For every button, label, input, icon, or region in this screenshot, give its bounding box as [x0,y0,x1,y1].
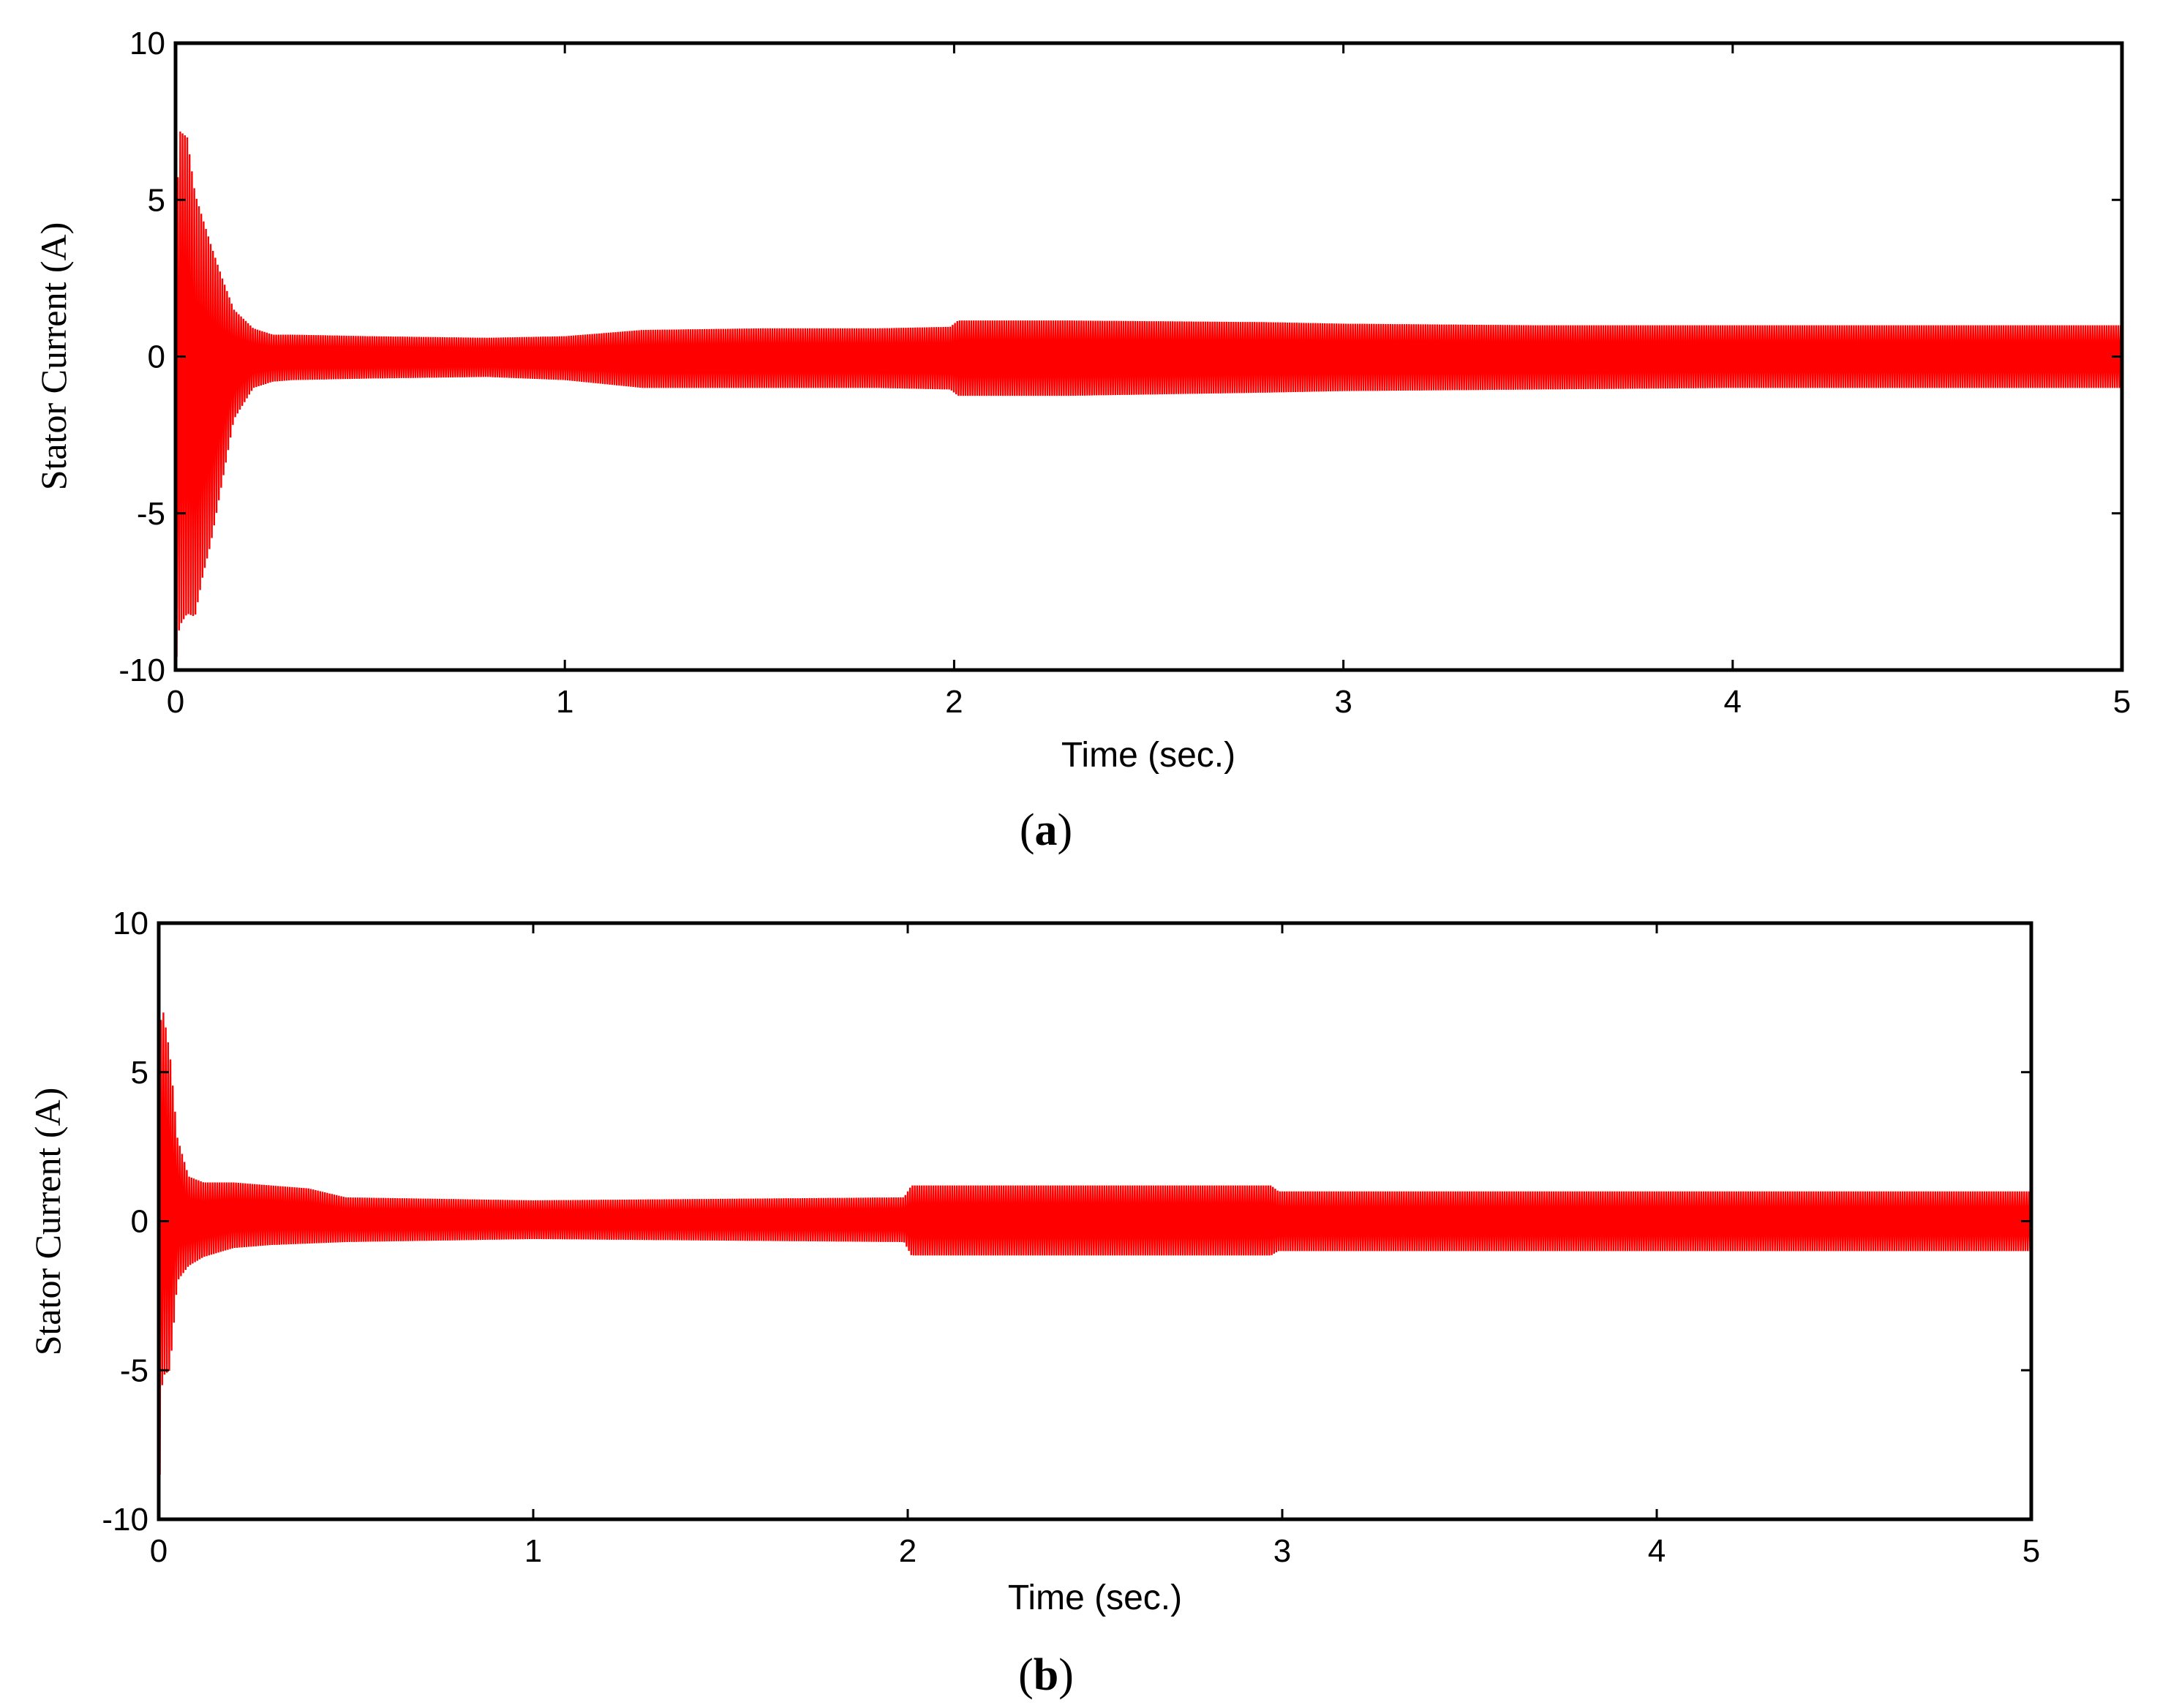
signal-trace-a [174,131,2123,658]
caption-b: (b) [1018,1650,1074,1700]
y-tick-label-b: 0 [131,1204,148,1240]
x-tick-label-a: 1 [556,684,573,720]
y-tick-label-a: 10 [129,26,165,61]
y-tick-label-b: -5 [120,1353,148,1388]
x-tick-label-a: 0 [167,684,184,720]
chart-panel-b: 10 5 0 -5 -10 0 1 2 3 4 5 Time (sec.) Stator Curr… [27,906,2040,1700]
x-tick-label-b: 0 [150,1533,168,1569]
x-tick-labels-b: 0 1 2 3 4 5 [150,1533,2040,1569]
axis-ticks-b [157,922,2033,1521]
caption-a: (a) [1020,805,1072,855]
y-tick-label-a: -5 [137,496,165,532]
x-axis-title-b: Time (sec.) [1008,1579,1182,1617]
y-tick-label-a: -10 [118,652,165,688]
y-tick-labels-b: 10 5 0 -5 -10 [102,906,148,1538]
x-tick-label-b: 4 [1648,1533,1666,1569]
x-tick-label-b: 2 [899,1533,917,1569]
x-tick-label-a: 5 [2113,684,2131,720]
x-tick-label-a: 3 [1334,684,1352,720]
y-axis-title-b: Stator Current (A) [27,1088,68,1356]
y-tick-labels-a: 10 5 0 -5 -10 [118,26,165,688]
chart-panel-a: 10 5 0 -5 -10 0 1 2 3 4 5 Time (sec.) Stator Curr… [33,26,2131,855]
x-tick-label-b: 1 [524,1533,542,1569]
x-tick-label-a: 4 [1724,684,1742,720]
x-tick-label-b: 3 [1273,1533,1291,1569]
signal-line-b [157,1012,2033,1475]
x-axis-title-a: Time (sec.) [1061,736,1235,775]
y-axis-title-a: Stator Current (A) [33,222,74,491]
x-tick-labels-a: 0 1 2 3 4 5 [167,684,2131,720]
y-tick-label-a: 5 [148,182,165,218]
y-tick-label-a: 0 [148,339,165,375]
x-tick-label-b: 5 [2022,1533,2040,1569]
axis-ticks-a [174,42,2123,671]
x-tick-label-a: 2 [945,684,963,720]
y-tick-label-b: -10 [102,1502,148,1538]
y-tick-label-b: 5 [131,1055,148,1091]
y-tick-label-b: 10 [113,906,148,941]
signal-line-a [174,131,2123,658]
signal-trace-b [157,1012,2033,1475]
